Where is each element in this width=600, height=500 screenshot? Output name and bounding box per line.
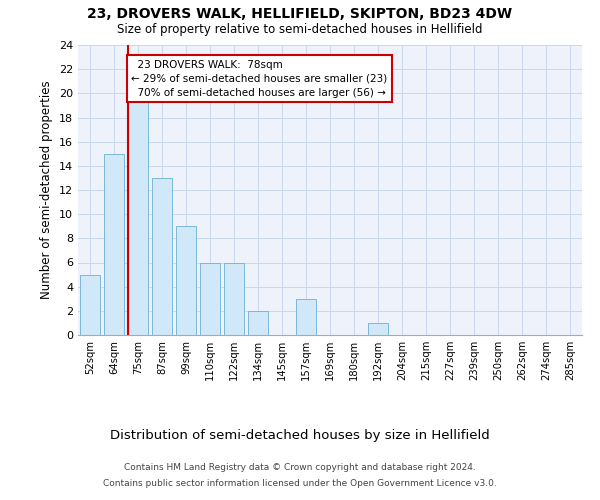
Y-axis label: Number of semi-detached properties: Number of semi-detached properties (40, 80, 53, 300)
Text: Contains HM Land Registry data © Crown copyright and database right 2024.: Contains HM Land Registry data © Crown c… (124, 464, 476, 472)
Bar (200, 262, 220, 335)
Text: Contains public sector information licensed under the Open Government Licence v3: Contains public sector information licen… (103, 478, 497, 488)
Text: 23, DROVERS WALK, HELLIFIELD, SKIPTON, BD23 4DW: 23, DROVERS WALK, HELLIFIELD, SKIPTON, B… (88, 8, 512, 22)
Bar (368, 323, 388, 335)
Text: 23 DROVERS WALK:  78sqm
← 29% of semi-detached houses are smaller (23)
  70% of : 23 DROVERS WALK: 78sqm ← 29% of semi-det… (131, 60, 388, 98)
Bar (176, 226, 196, 335)
Bar (224, 262, 244, 335)
Bar (248, 311, 268, 335)
Bar (296, 299, 316, 335)
Bar (80, 274, 100, 335)
Text: Distribution of semi-detached houses by size in Hellifield: Distribution of semi-detached houses by … (110, 430, 490, 442)
Bar (104, 154, 124, 335)
Bar (152, 178, 172, 335)
Text: Size of property relative to semi-detached houses in Hellifield: Size of property relative to semi-detach… (117, 22, 483, 36)
Bar (128, 94, 148, 335)
